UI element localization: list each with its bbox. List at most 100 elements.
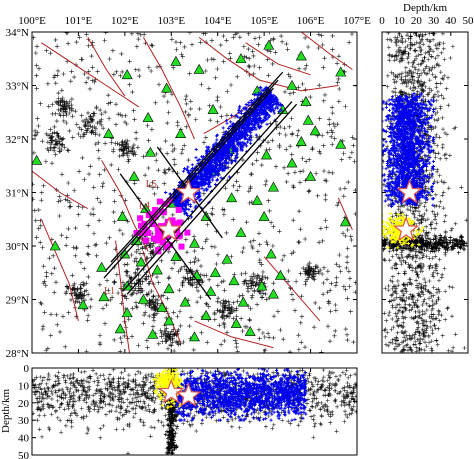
magenta-event <box>155 237 162 244</box>
magenta-event <box>164 244 170 251</box>
lat-tick-label: 34°N <box>6 27 29 39</box>
bottom-depth-tick-label: 30 <box>18 415 30 427</box>
lat-tick-label: 31°N <box>6 188 29 200</box>
station-triangle <box>121 69 133 80</box>
magenta-event <box>138 222 144 229</box>
magenta-event <box>154 225 161 232</box>
station-triangle <box>230 317 242 328</box>
station-triangle <box>151 264 163 275</box>
right-depth-star-2 <box>393 216 420 242</box>
station-triangle <box>265 248 277 259</box>
magenta-event <box>169 217 176 224</box>
right-depth-axis-title: Depth/km <box>403 2 447 14</box>
station-triangle <box>267 288 279 299</box>
station-triangle <box>207 103 219 114</box>
profile-label-l4: L4 <box>139 201 150 212</box>
station-triangle <box>170 251 182 262</box>
bottom-depth-ticks: 0 10 20 30 40 50 <box>18 363 358 459</box>
magenta-event <box>154 234 161 241</box>
main-mainshock-stars <box>155 178 202 242</box>
lon-tick-label: 103°E <box>157 15 185 27</box>
lat-tick-label: 32°N <box>6 134 29 146</box>
lat-tick-label: 28°N <box>6 348 29 360</box>
station-triangle <box>226 192 238 203</box>
station-triangle <box>77 299 89 310</box>
station-triangle <box>228 275 240 286</box>
profile-label-l1: L1 <box>104 286 115 297</box>
fault-line-7 <box>101 160 149 252</box>
main-aftershock-clusters <box>133 85 284 255</box>
bottom-depth-star-2 <box>175 382 202 407</box>
station-triangle <box>140 202 152 213</box>
right-depth-tick-label: 20 <box>411 15 423 27</box>
bottom-depth-tick-label: 0 <box>24 363 30 375</box>
right-depth-seismicity <box>382 32 468 353</box>
lon-tick-label: 101°E <box>65 15 93 27</box>
station-triangle <box>286 79 298 90</box>
fault-line-14 <box>337 197 353 231</box>
station-triangle <box>295 136 307 146</box>
lon-tick-label: 105°E <box>250 15 278 27</box>
station-triangle <box>305 170 317 181</box>
station-triangle <box>188 237 201 248</box>
fault-line-12 <box>194 320 274 349</box>
lat-tick-label: 33°N <box>6 81 29 93</box>
magenta-event <box>152 207 159 213</box>
station-triangle <box>193 63 205 74</box>
station-triangle <box>258 210 270 221</box>
fault-line-13 <box>263 256 321 322</box>
magenta-event <box>158 208 165 215</box>
station-triangle <box>117 210 129 221</box>
magenta-event <box>137 215 144 222</box>
station-triangle <box>300 95 312 106</box>
station-triangle <box>256 280 268 291</box>
station-triangle <box>235 53 247 64</box>
station-triangle <box>309 125 321 136</box>
station-triangle <box>119 248 131 259</box>
station-triangle <box>251 194 263 205</box>
bottom-depth-axis-title: Depth/km <box>0 389 12 433</box>
station-triangle <box>161 82 173 93</box>
bottom-depth-tick-label: 40 <box>18 433 30 445</box>
lon-tick-label: 100°E <box>18 15 46 27</box>
station-triangle <box>205 285 217 296</box>
station-triangle <box>137 293 149 304</box>
station-triangle <box>335 138 347 149</box>
magenta-event <box>184 229 191 236</box>
station-triangle <box>170 55 182 66</box>
fault-line-3 <box>142 37 195 140</box>
mainshock-star-1 <box>175 178 202 204</box>
station-triangle <box>274 269 286 280</box>
main-seismic-stations <box>32 39 351 342</box>
station-triangle <box>144 146 156 157</box>
magenta-event <box>141 220 148 227</box>
station-triangle <box>175 128 187 138</box>
station-triangle <box>286 157 298 168</box>
station-triangle <box>32 154 43 165</box>
magenta-event <box>156 198 163 205</box>
main-map-ticks: 100°E 101°E 102°E 103°E 104°E 105°E 106°E 107°E… <box>6 15 371 360</box>
right-depth-star-1 <box>396 178 423 204</box>
station-triangle <box>103 128 115 138</box>
fault-line-4 <box>198 37 339 92</box>
profile-line-l2 <box>105 79 279 271</box>
station-triangle <box>188 331 201 342</box>
fault-line-11 <box>40 219 79 322</box>
right-depth-tick-label: 50 <box>463 15 474 27</box>
profile-line-l3 <box>110 71 284 263</box>
station-triangle <box>209 267 221 278</box>
station-triangle <box>142 111 154 122</box>
right-depth-tick-label: 30 <box>428 15 440 27</box>
profile-line-parallel <box>126 103 298 295</box>
magenta-event <box>151 235 157 242</box>
profile-line-parallel <box>122 101 293 292</box>
lon-tick-label: 102°E <box>111 15 139 27</box>
station-triangle <box>114 323 126 334</box>
station-triangle <box>200 309 212 320</box>
station-triangle <box>295 50 307 61</box>
magenta-event <box>169 220 176 227</box>
station-triangle <box>335 66 347 77</box>
station-triangle <box>49 240 61 251</box>
main-profile-labels: L1 L4 L5 <box>104 179 157 297</box>
